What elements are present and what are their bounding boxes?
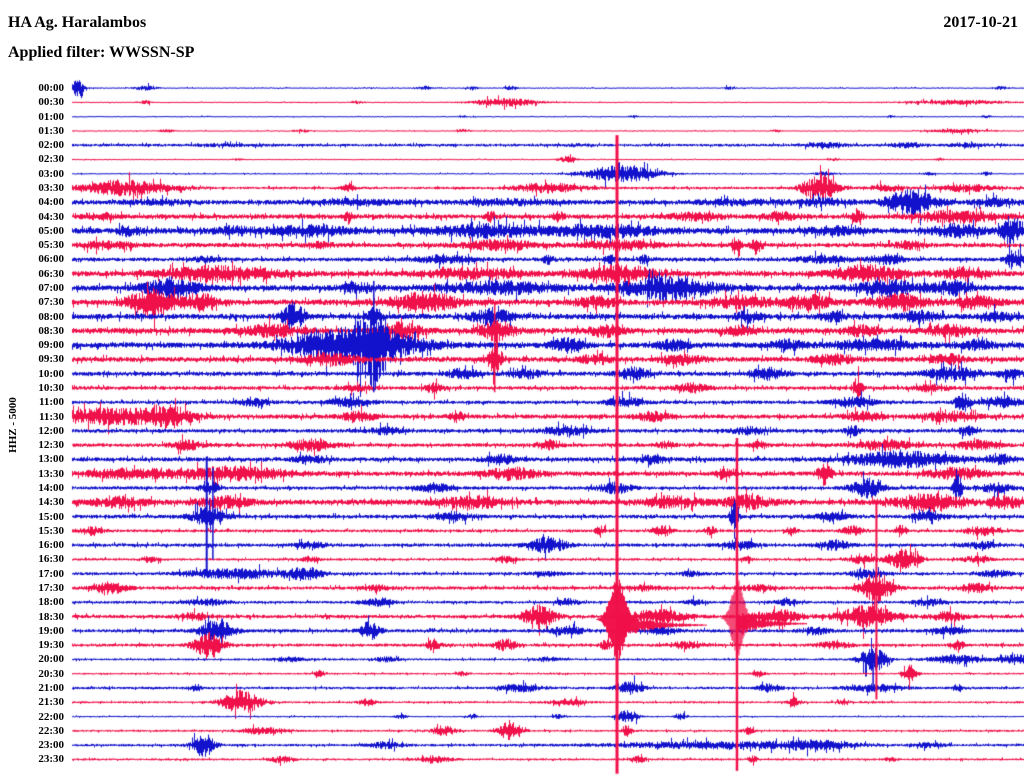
time-label: 15:30 bbox=[38, 524, 64, 537]
time-label: 23:30 bbox=[38, 753, 64, 766]
time-label: 13:00 bbox=[38, 453, 64, 466]
time-label: 13:30 bbox=[38, 467, 64, 480]
time-label: 19:30 bbox=[38, 639, 64, 652]
time-label: 00:00 bbox=[38, 82, 64, 94]
time-label: 06:30 bbox=[38, 267, 64, 280]
time-label: 04:00 bbox=[38, 196, 64, 209]
time-label: 21:30 bbox=[38, 696, 64, 709]
time-label: 06:00 bbox=[38, 253, 64, 266]
time-label: 02:00 bbox=[38, 139, 64, 152]
time-label: 01:00 bbox=[38, 110, 64, 123]
time-label: 07:00 bbox=[38, 281, 64, 294]
time-label: 09:30 bbox=[38, 353, 64, 366]
time-label: 20:00 bbox=[38, 653, 64, 666]
time-label: 05:00 bbox=[38, 224, 64, 237]
time-label: 17:00 bbox=[38, 567, 64, 580]
time-label: 00:30 bbox=[38, 96, 64, 109]
time-label: 21:00 bbox=[38, 681, 64, 694]
time-label: 03:00 bbox=[38, 167, 64, 180]
time-label: 02:30 bbox=[38, 153, 64, 166]
time-label: 19:00 bbox=[38, 624, 64, 637]
time-label: 10:00 bbox=[38, 367, 64, 380]
time-label: 18:00 bbox=[38, 596, 64, 609]
time-label: 09:00 bbox=[38, 339, 64, 352]
time-label: 17:30 bbox=[38, 581, 64, 594]
time-label: 18:30 bbox=[38, 610, 64, 623]
time-label: 15:00 bbox=[38, 510, 64, 523]
channel-scale-label: HHZ - 5000 bbox=[7, 397, 19, 453]
time-label: 20:30 bbox=[38, 667, 64, 680]
time-label: 14:30 bbox=[38, 496, 64, 509]
time-label: 22:30 bbox=[38, 724, 64, 737]
time-label: 03:30 bbox=[38, 181, 64, 194]
time-label: 01:30 bbox=[38, 124, 64, 137]
time-label: 08:30 bbox=[38, 324, 64, 337]
time-label: 04:30 bbox=[38, 210, 64, 223]
time-label: 07:30 bbox=[38, 296, 64, 309]
time-label: 12:30 bbox=[38, 439, 64, 452]
time-label: 05:30 bbox=[38, 239, 64, 252]
time-label: 14:00 bbox=[38, 481, 64, 494]
time-label: 22:00 bbox=[38, 710, 64, 723]
time-label: 10:30 bbox=[38, 381, 64, 394]
time-label: 11:00 bbox=[38, 396, 64, 409]
time-label: 16:30 bbox=[38, 553, 64, 566]
time-label: 12:00 bbox=[38, 424, 64, 437]
time-label: 11:30 bbox=[38, 410, 64, 423]
time-label: 23:00 bbox=[38, 739, 64, 752]
time-label: 08:00 bbox=[38, 310, 64, 323]
time-label: 16:00 bbox=[38, 539, 64, 552]
